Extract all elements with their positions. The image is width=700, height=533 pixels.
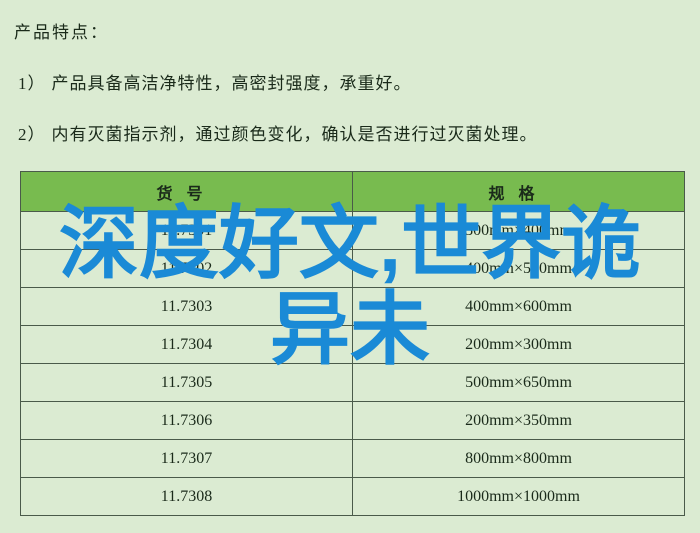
col-header-code: 货号 xyxy=(21,172,353,212)
content-area: 产品特点： 1） 产品具备高洁净特性，高密封强度，承重好。 2） 内有灭菌指示剂，通… xyxy=(0,0,700,516)
bullet-number: 2） xyxy=(18,125,46,144)
table-row: 11.73081000mm×1000mm xyxy=(21,478,685,516)
table-row: 11.7307800mm×800mm xyxy=(21,440,685,478)
bullet-text: 内有灭菌指示剂，通过颜色变化，确认是否进行过灭菌处理。 xyxy=(52,125,538,144)
cell-code: 11.7306 xyxy=(21,402,353,440)
cell-spec: 400mm×600mm xyxy=(353,288,685,326)
cell-spec: 200mm×300mm xyxy=(353,326,685,364)
col-header-spec: 规格 xyxy=(353,172,685,212)
table-row: 11.7303400mm×600mm xyxy=(21,288,685,326)
table-row: 11.7301300mm×400mm xyxy=(21,212,685,250)
table-row: 11.7304200mm×300mm xyxy=(21,326,685,364)
section-heading: 产品特点： xyxy=(14,18,680,43)
cell-code: 11.7307 xyxy=(21,440,353,478)
cell-code: 11.7305 xyxy=(21,364,353,402)
bullet-text: 产品具备高洁净特性，高密封强度，承重好。 xyxy=(52,74,412,93)
cell-spec: 1000mm×1000mm xyxy=(353,478,685,516)
bullet-point-1: 1） 产品具备高洁净特性，高密封强度，承重好。 xyxy=(14,69,680,94)
bullet-point-2: 2） 内有灭菌指示剂，通过颜色变化，确认是否进行过灭菌处理。 xyxy=(14,120,680,145)
cell-spec: 800mm×800mm xyxy=(353,440,685,478)
table-row: 11.7302400mm×500mm xyxy=(21,250,685,288)
cell-code: 11.7308 xyxy=(21,478,353,516)
table-header-row: 货号 规格 xyxy=(21,172,685,212)
cell-code: 11.7303 xyxy=(21,288,353,326)
cell-code: 11.7301 xyxy=(21,212,353,250)
cell-spec: 200mm×350mm xyxy=(353,402,685,440)
cell-spec: 400mm×500mm xyxy=(353,250,685,288)
cell-spec: 300mm×400mm xyxy=(353,212,685,250)
spec-table: 货号 规格 11.7301300mm×400mm 11.7302400mm×50… xyxy=(20,171,685,516)
cell-spec: 500mm×650mm xyxy=(353,364,685,402)
table-row: 11.7306200mm×350mm xyxy=(21,402,685,440)
cell-code: 11.7304 xyxy=(21,326,353,364)
bullet-number: 1） xyxy=(18,74,46,93)
cell-code: 11.7302 xyxy=(21,250,353,288)
table-row: 11.7305500mm×650mm xyxy=(21,364,685,402)
